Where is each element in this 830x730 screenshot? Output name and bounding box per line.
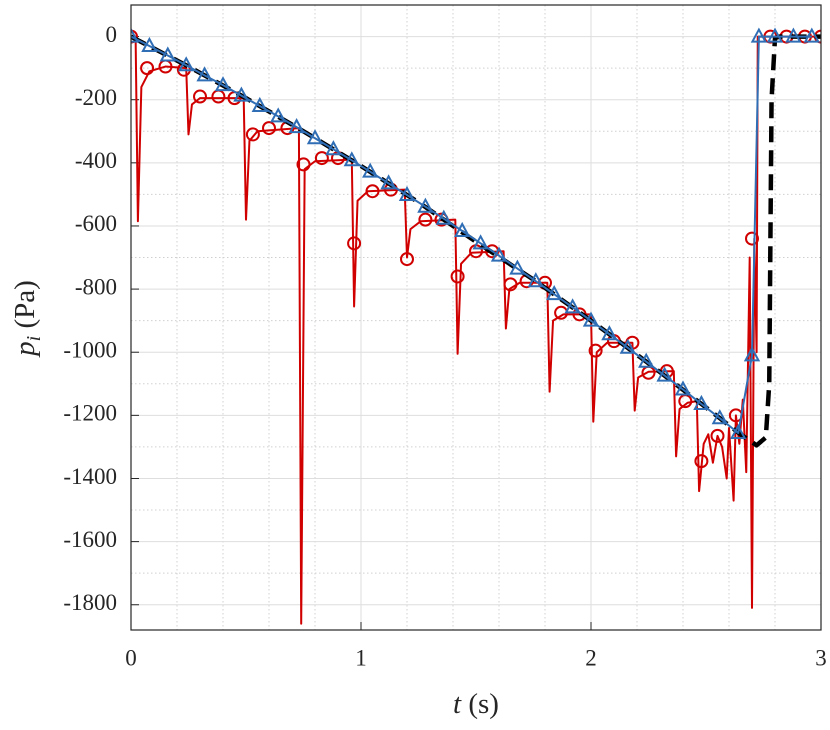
x-tick-label: 1 xyxy=(355,645,367,670)
y-tick-label: -600 xyxy=(75,211,117,236)
marker xyxy=(296,157,311,172)
marker xyxy=(710,428,725,443)
x-tick-label: 3 xyxy=(815,645,827,670)
marker xyxy=(288,118,305,134)
marker xyxy=(711,409,728,425)
marker xyxy=(435,209,452,225)
y-tick-label: -1800 xyxy=(63,590,117,615)
marker xyxy=(601,325,618,341)
marker xyxy=(674,380,692,396)
x-axis-label: t (s) xyxy=(453,688,499,720)
marker xyxy=(546,285,563,301)
marker xyxy=(380,174,397,190)
marker xyxy=(270,107,287,123)
marker xyxy=(347,236,362,251)
marker xyxy=(766,27,784,43)
marker xyxy=(314,151,329,166)
marker xyxy=(131,27,140,43)
y-tick-label: -200 xyxy=(75,85,117,110)
y-label-unit: (Pa) xyxy=(9,280,41,328)
marker xyxy=(233,86,250,102)
marker xyxy=(638,352,655,368)
marker xyxy=(365,184,380,199)
marker xyxy=(582,311,600,327)
marker xyxy=(400,252,414,267)
y-tick-label: -1000 xyxy=(63,338,117,363)
marker xyxy=(196,66,213,82)
marker xyxy=(588,343,603,358)
marker xyxy=(527,272,544,288)
y-label-symbol: p xyxy=(9,341,41,358)
marker xyxy=(619,338,636,354)
marker xyxy=(785,27,802,43)
marker xyxy=(509,259,526,275)
marker xyxy=(656,366,673,382)
marker xyxy=(418,212,433,227)
y-tick-label: 0 xyxy=(106,22,118,47)
marker xyxy=(251,96,268,113)
marker xyxy=(325,140,342,156)
x-label-symbol: t xyxy=(453,688,462,720)
marker xyxy=(131,29,138,44)
y-tick-label: -1200 xyxy=(63,401,117,426)
marker xyxy=(398,185,416,202)
x-tick-label: 2 xyxy=(585,645,597,670)
marker xyxy=(503,277,518,292)
y-label-subscript: i xyxy=(23,336,45,342)
marker xyxy=(140,61,155,76)
marker xyxy=(178,56,195,72)
marker xyxy=(362,162,379,178)
marker xyxy=(745,231,759,246)
marker xyxy=(564,298,581,314)
marker xyxy=(450,269,465,284)
x-tick-label: 0 xyxy=(125,645,137,670)
marker xyxy=(343,151,360,167)
marker xyxy=(454,221,471,238)
y-tick-label: -1600 xyxy=(63,527,117,552)
marker xyxy=(730,423,747,440)
y-tick-label: -800 xyxy=(75,274,117,299)
marker xyxy=(262,121,276,136)
marker xyxy=(193,89,207,104)
axes-box xyxy=(130,4,822,631)
marker xyxy=(490,246,508,262)
marker xyxy=(159,46,176,62)
y-tick-label: -400 xyxy=(75,148,117,173)
marker xyxy=(750,27,768,43)
marker xyxy=(803,27,820,43)
marker xyxy=(306,129,324,145)
y-tick-label: -1400 xyxy=(63,464,117,489)
marker xyxy=(211,89,226,104)
marker xyxy=(214,76,232,92)
marker xyxy=(417,197,434,213)
marker xyxy=(693,394,710,410)
y-axis-label: pi (Pa) xyxy=(9,280,45,358)
series-line xyxy=(131,35,821,625)
marker xyxy=(472,234,489,250)
series-line xyxy=(131,35,812,435)
marker xyxy=(141,36,158,53)
marker xyxy=(245,127,260,142)
plot-area xyxy=(131,27,821,625)
marker xyxy=(743,346,761,362)
marker xyxy=(694,454,709,469)
x-label-unit: (s) xyxy=(468,688,499,720)
